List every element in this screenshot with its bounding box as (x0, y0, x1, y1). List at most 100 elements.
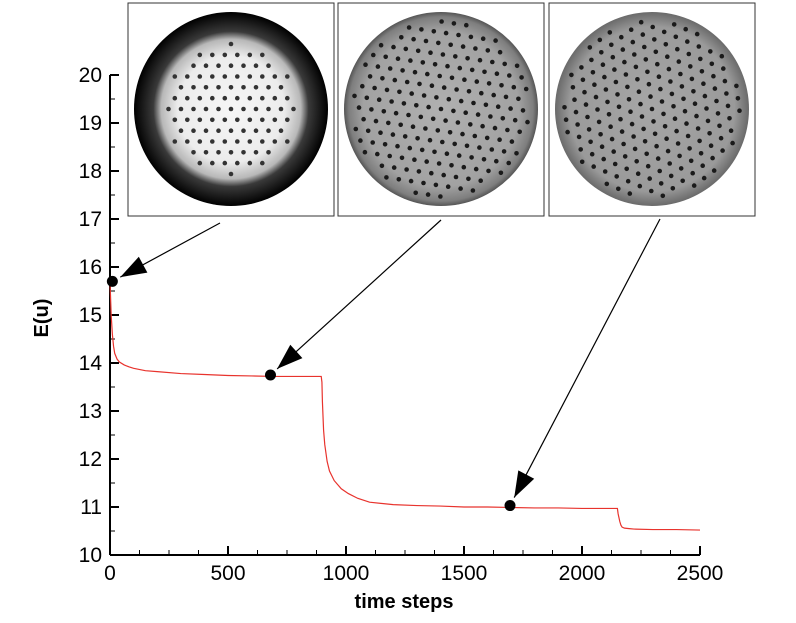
lattice-dot (500, 116, 506, 121)
lattice-dot (697, 138, 702, 144)
lattice-dot (582, 89, 587, 95)
lattice-dot (399, 35, 404, 40)
lattice-dot (658, 86, 663, 92)
lattice-dot (241, 150, 246, 155)
lattice-dot (498, 170, 504, 176)
lattice-dot (497, 49, 503, 55)
lattice-dot (686, 51, 692, 57)
lattice-dot (641, 126, 646, 132)
lattice-dot (372, 85, 377, 91)
lattice-dot (272, 117, 278, 123)
lattice-dot (445, 184, 451, 189)
lattice-dot (506, 160, 512, 166)
lattice-dot (612, 67, 617, 72)
lattice-dot (523, 86, 529, 92)
lattice-dot (691, 183, 697, 188)
lattice-dot (586, 127, 592, 132)
lattice-dot (622, 59, 627, 65)
lattice-dot (384, 87, 390, 93)
lattice-dot (222, 95, 228, 101)
lattice-dot (637, 183, 643, 189)
lattice-dot (172, 117, 178, 123)
lattice-dot (393, 110, 399, 116)
lattice-dot (520, 108, 526, 113)
lattice-dot (512, 117, 518, 123)
lattice-dot (704, 106, 709, 111)
lattice-dot (278, 106, 284, 112)
x-tick-label: 2500 (677, 562, 724, 585)
lattice-dot (484, 135, 490, 141)
lattice-dot (235, 139, 240, 144)
lattice-dot (403, 46, 409, 52)
inset-snapshot-1 (127, 2, 335, 217)
lattice-dot (609, 136, 615, 142)
lattice-dot (166, 106, 171, 112)
lattice-dot (621, 141, 626, 147)
lattice-dot (260, 139, 265, 144)
lattice-dot (285, 74, 290, 79)
x-tick-label: 1000 (323, 562, 370, 585)
lattice-dot (710, 155, 715, 161)
lattice-dot (260, 52, 265, 58)
lattice-dot (645, 69, 650, 75)
lattice-dot (612, 161, 618, 167)
lattice-dot (508, 106, 513, 111)
lattice-dot (465, 56, 470, 61)
lattice-dot (260, 95, 265, 101)
lattice-dot (482, 69, 487, 75)
lattice-dot (711, 168, 717, 173)
lattice-dot (680, 178, 685, 184)
lattice-dot (659, 99, 665, 104)
lattice-dot (640, 32, 646, 37)
lattice-dot (425, 192, 431, 197)
lattice-dot (572, 97, 577, 102)
lattice-dot (462, 77, 467, 82)
lattice-dot (614, 174, 619, 179)
lattice-dot (610, 54, 616, 60)
lattice-dot (660, 193, 666, 199)
series-layer (109, 281, 701, 531)
lattice-dot (479, 90, 484, 96)
lattice-dot (507, 73, 512, 78)
lattice-dot (478, 178, 484, 183)
lattice-dot (635, 77, 640, 82)
lattice-dot (430, 116, 436, 122)
lattice-dot (449, 163, 454, 168)
lattice-dot (203, 63, 209, 68)
lattice-dot (197, 117, 203, 123)
lattice-dot (517, 129, 522, 135)
lattice-dot (429, 83, 435, 88)
lattice-dot (592, 82, 597, 87)
lattice-dot (580, 77, 586, 83)
lattice-dot (364, 95, 370, 101)
lattice-dot (690, 170, 695, 176)
lattice-dot (509, 139, 515, 144)
lattice-dot (228, 41, 234, 47)
lattice-dot (448, 42, 454, 48)
lattice-dot (720, 148, 725, 153)
snapshot-marker (264, 369, 276, 381)
lattice-dot (387, 66, 393, 71)
lattice-dot (210, 139, 215, 144)
lattice-dot (576, 134, 582, 140)
lattice-dot (675, 141, 681, 146)
lattice-dot (241, 85, 246, 90)
lattice-dot (627, 191, 633, 196)
y-tick-label: 10 (79, 544, 102, 567)
lattice-dot (628, 109, 633, 114)
lattice-dot (661, 111, 666, 117)
x-ticks: 0 500 1000 1500 2000 2500 (104, 546, 723, 585)
callout-arrowhead (514, 470, 535, 498)
lattice-dot (651, 119, 656, 124)
lattice-dot (684, 121, 689, 126)
lattice-dot (499, 83, 504, 88)
lattice-dot (210, 117, 215, 123)
lattice-dot (185, 74, 190, 79)
lattice-dot (708, 143, 714, 148)
lattice-dot (222, 52, 228, 58)
lattice-dot (376, 97, 382, 102)
lattice-dot (443, 118, 448, 123)
lattice-dot (432, 62, 438, 67)
lattice-dot (399, 155, 405, 161)
lattice-dot (699, 69, 705, 74)
